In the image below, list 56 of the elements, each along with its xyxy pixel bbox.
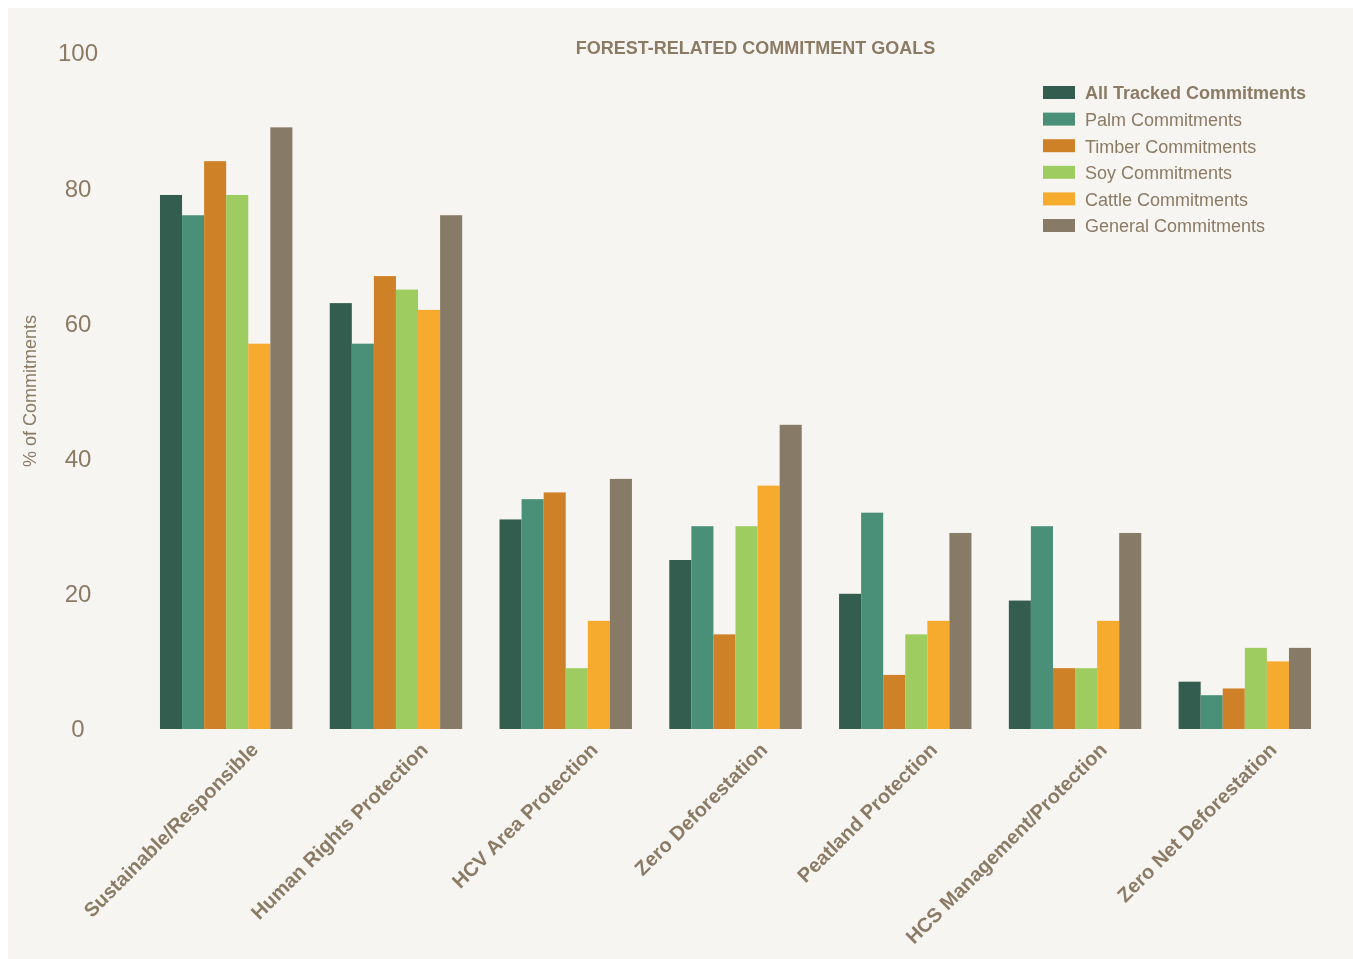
bar xyxy=(565,668,588,729)
legend-label: All Tracked Commitments xyxy=(1085,83,1307,104)
legend-label: Timber Commitments xyxy=(1085,136,1257,157)
bar xyxy=(1222,688,1245,729)
bar xyxy=(1097,620,1120,729)
bar xyxy=(395,289,419,729)
bar xyxy=(839,593,862,729)
bar xyxy=(691,526,714,729)
bar xyxy=(1052,668,1076,729)
bar xyxy=(949,532,972,729)
bar xyxy=(440,215,463,729)
y-tick-label: 80 xyxy=(64,174,92,202)
bar xyxy=(861,512,884,729)
bar xyxy=(1075,668,1098,729)
legend-label: Cattle Commitments xyxy=(1085,189,1249,210)
bar xyxy=(159,194,183,729)
bar xyxy=(351,343,374,729)
bar xyxy=(1119,532,1142,729)
bar xyxy=(270,127,293,729)
y-tick-label: 20 xyxy=(64,580,92,608)
bar xyxy=(779,424,802,729)
bar xyxy=(329,303,352,729)
bar xyxy=(204,161,227,729)
bar xyxy=(905,634,928,729)
bar xyxy=(182,215,205,729)
bar xyxy=(1244,647,1267,729)
bar xyxy=(521,499,544,729)
bar xyxy=(1266,661,1289,729)
legend-label: General Commitments xyxy=(1085,216,1266,237)
bar xyxy=(373,276,396,729)
bar xyxy=(1178,681,1201,729)
bar xyxy=(1008,600,1031,729)
bar xyxy=(757,485,780,729)
y-axis-title: % of Commitments xyxy=(20,314,40,468)
bar xyxy=(713,634,736,729)
legend-label: Soy Commitments xyxy=(1085,163,1233,184)
bar xyxy=(418,309,441,729)
chart-title: FOREST-RELATED COMMITMENT GOALS xyxy=(575,38,936,58)
bar xyxy=(735,526,758,729)
bar xyxy=(883,674,906,729)
bar xyxy=(669,560,692,729)
bar xyxy=(1030,526,1053,729)
bar xyxy=(226,194,249,729)
bar xyxy=(543,492,566,729)
bar xyxy=(248,343,271,729)
legend-label: Palm Commitments xyxy=(1085,109,1243,130)
bar xyxy=(927,620,950,729)
y-tick-label: 40 xyxy=(64,445,92,472)
bar xyxy=(1288,647,1312,729)
y-tick-label: 60 xyxy=(64,309,92,337)
y-tick-label: 0 xyxy=(71,715,85,743)
bar xyxy=(499,519,522,729)
bar xyxy=(1200,695,1223,729)
y-tick-label: 100 xyxy=(57,39,99,67)
bar xyxy=(609,478,632,729)
bar xyxy=(587,620,610,729)
